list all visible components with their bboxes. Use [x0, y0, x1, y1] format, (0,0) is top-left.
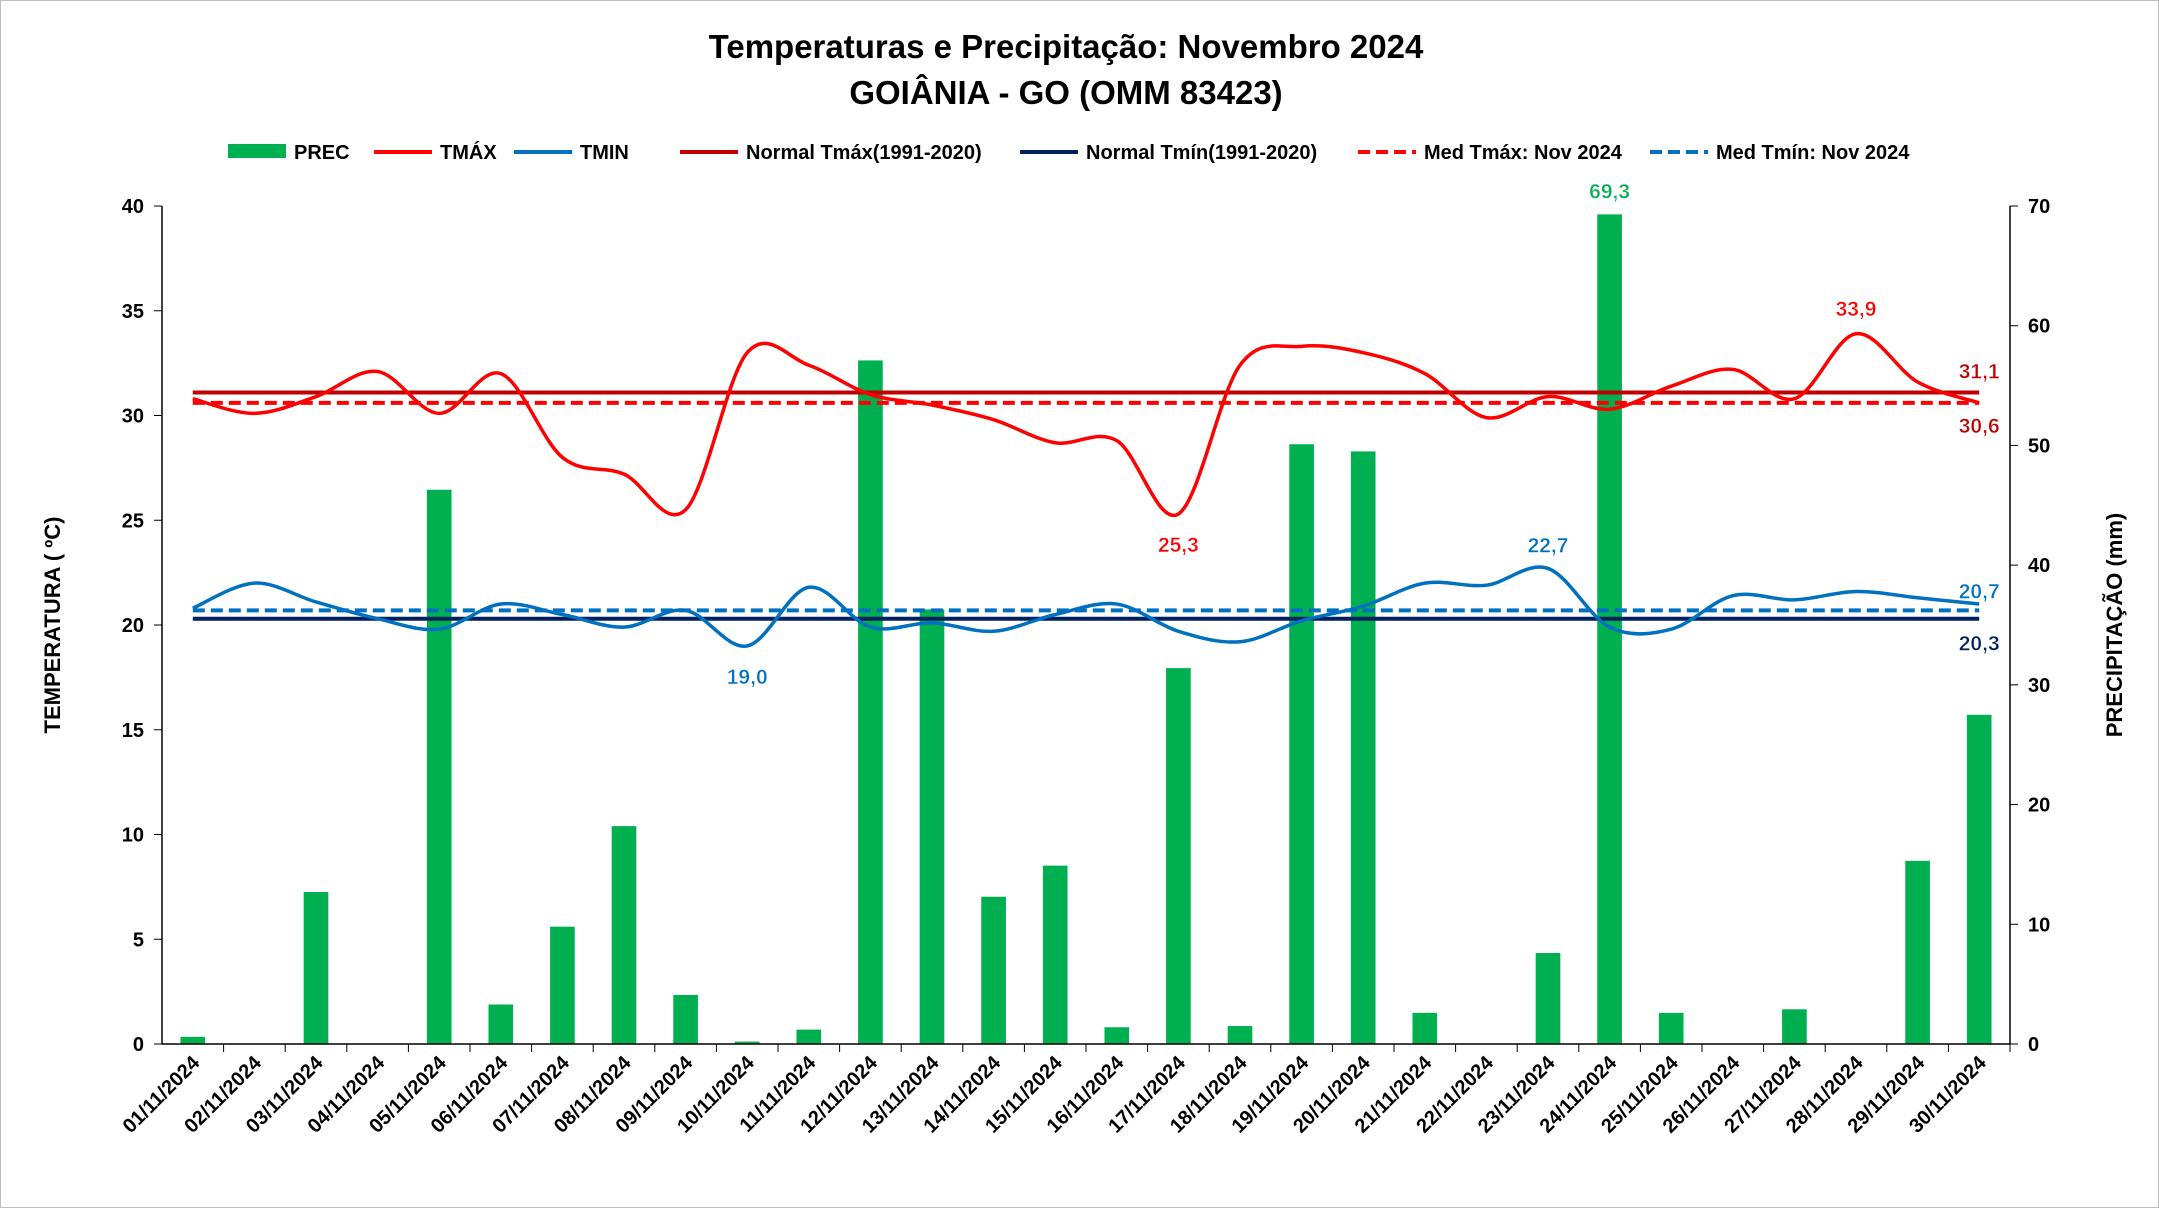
data-label: 20,7	[1959, 580, 2000, 603]
y2-tick-label: 50	[2028, 435, 2050, 457]
prec-bar	[734, 1041, 760, 1044]
prec-bar	[1658, 1012, 1684, 1044]
prec-bar	[1905, 860, 1930, 1044]
prec-bar	[1782, 1009, 1807, 1044]
chart-subtitle: GOIÂNIA - GO (OMM 83423)	[849, 74, 1282, 111]
bars	[180, 214, 1992, 1045]
lines	[192, 332, 1980, 648]
y-tick-label: 15	[122, 720, 144, 742]
prec-bar	[550, 926, 575, 1044]
y2-tick-label: 0	[2028, 1034, 2039, 1056]
y-tick-label: 20	[122, 615, 144, 637]
y-tick-label: 25	[122, 510, 144, 532]
y-tick-label: 5	[133, 929, 144, 951]
prec-bar	[673, 994, 698, 1044]
tmin-line	[192, 565, 1980, 648]
data-label: 30,6	[1959, 415, 2000, 438]
y-tick-label: 40	[122, 196, 144, 218]
y-tick-label: 35	[122, 301, 144, 323]
data-label: 20,3	[1959, 633, 2000, 656]
legend-label: Normal Tmín(1991-2020)	[1086, 142, 1317, 164]
prec-bar	[488, 1004, 514, 1044]
legend-label: TMÁX	[440, 141, 497, 164]
prec-bar	[981, 896, 1006, 1044]
prec-bar	[611, 826, 637, 1044]
y2-axis-label: PRECIPITAÇÃO (mm)	[2102, 513, 2127, 738]
y2-tick-label: 60	[2028, 316, 2050, 338]
prec-bar	[1289, 444, 1314, 1044]
prec-bar	[1412, 1012, 1438, 1044]
prec-bar	[1104, 1027, 1130, 1044]
prec-bar	[180, 1036, 206, 1044]
prec-bar	[1966, 714, 1992, 1044]
chart-title: Temperaturas e Precipitação: Novembro 20…	[709, 28, 1424, 65]
y-axis-label: TEMPERATURA ( ºC)	[40, 516, 65, 733]
y2-tick-label: 70	[2028, 196, 2050, 218]
y-tick-label: 0	[133, 1034, 144, 1056]
data-label: 33,9	[1836, 298, 1877, 321]
data-label: 25,3	[1158, 534, 1199, 557]
prec-bar	[1227, 1026, 1253, 1044]
legend-swatch-prec	[228, 144, 286, 158]
data-label: 19,0	[727, 666, 768, 689]
y2-tick-label: 10	[2028, 914, 2050, 936]
y-tick-label: 30	[122, 406, 144, 428]
legend-label: PREC	[294, 142, 350, 164]
y2-tick-label: 40	[2028, 555, 2050, 577]
prec-bar	[1042, 865, 1068, 1044]
data-label: 22,7	[1528, 534, 1569, 557]
tmax-line	[192, 332, 1980, 518]
y-tick-label: 10	[122, 825, 144, 847]
y2-tick-label: 30	[2028, 675, 2050, 697]
legend-label: Med Tmáx: Nov 2024	[1424, 142, 1623, 164]
prec-bar	[1166, 668, 1191, 1044]
prec-bar	[858, 360, 883, 1045]
y2-tick-label: 20	[2028, 795, 2050, 817]
prec-bar	[1350, 451, 1376, 1044]
prec-bar	[919, 609, 945, 1044]
prec-bar	[1535, 953, 1561, 1044]
prec-bar	[426, 489, 452, 1044]
legend-label: Normal Tmáx(1991-2020)	[746, 142, 982, 164]
legend-label: TMIN	[580, 142, 629, 164]
legend-label: Med Tmín: Nov 2024	[1716, 142, 1910, 164]
legend: PREC TMÁX TMIN Normal Tmáx(1991-2020) Normal…	[228, 141, 1910, 164]
prec-bar	[796, 1029, 822, 1044]
prec-bar	[303, 891, 329, 1044]
data-label: 69,3	[1589, 180, 1630, 203]
data-label: 31,1	[1959, 360, 2000, 383]
